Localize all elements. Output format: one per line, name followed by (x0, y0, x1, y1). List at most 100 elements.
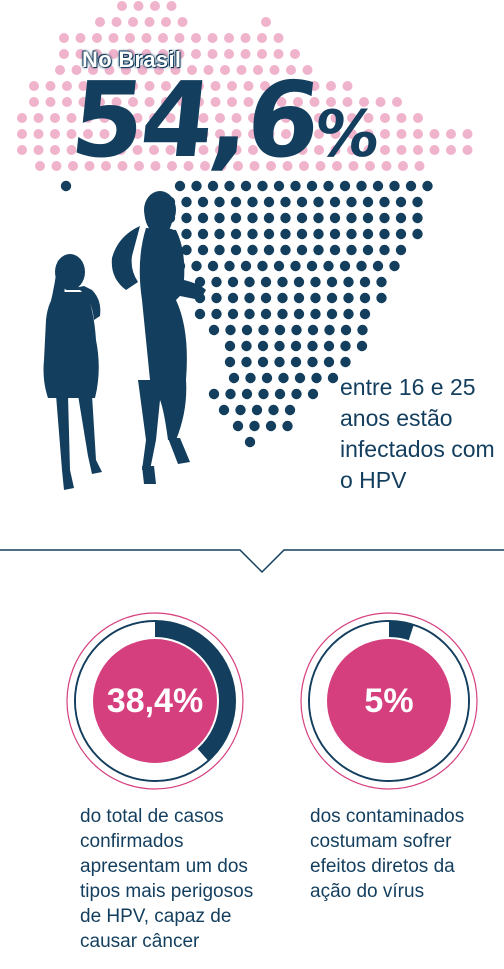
map-dot (134, 161, 144, 171)
map-dot (356, 340, 368, 352)
map-dot (177, 97, 188, 107)
map-dot (181, 228, 192, 240)
map-dot (150, 1, 160, 11)
map-dot (231, 145, 242, 155)
map-dot (293, 97, 303, 107)
map-dot (339, 260, 351, 272)
map-dot (324, 324, 335, 336)
map-dot (111, 97, 122, 107)
map-dot (150, 161, 161, 171)
map-dot (266, 161, 276, 171)
map-dot (277, 292, 288, 304)
map-dot (395, 244, 407, 256)
map-dot (380, 113, 390, 123)
map-dot (154, 65, 164, 75)
girl-silhouette (43, 254, 102, 490)
map-dot (215, 113, 225, 123)
map-dot (332, 161, 342, 171)
map-dot (198, 129, 209, 139)
map-dot (243, 81, 254, 91)
map-dot (290, 340, 302, 352)
map-dot (83, 129, 93, 139)
woman-silhouette (111, 191, 206, 484)
map-dot (329, 212, 341, 224)
map-dot (293, 81, 303, 91)
map-dot (211, 292, 222, 304)
map-dot (306, 260, 318, 272)
map-dot (277, 308, 288, 320)
map-dot (161, 17, 171, 27)
map-dot (244, 276, 255, 288)
map-dot (412, 228, 423, 240)
map-dot (359, 308, 371, 320)
map-dot (224, 180, 235, 192)
map-dot (117, 1, 127, 11)
map-dot (144, 81, 155, 91)
map-dot (297, 113, 308, 123)
map-dot (274, 356, 285, 368)
map-dot (224, 260, 235, 272)
map-dot (429, 129, 440, 139)
map-dot (363, 113, 374, 123)
map-dot (282, 420, 293, 432)
map-dot (263, 244, 275, 256)
map-dot (149, 145, 159, 155)
map-dot (396, 113, 407, 123)
map-dot (29, 97, 39, 107)
map-dot (362, 196, 374, 208)
map-dot (33, 113, 44, 123)
map-dot (99, 129, 110, 139)
map-dot (83, 113, 93, 123)
map-dot (55, 65, 65, 75)
map-dot (75, 49, 86, 59)
map-dot (248, 129, 258, 139)
map-dot (167, 161, 177, 171)
map-dot (191, 180, 202, 192)
map-dot (88, 65, 98, 75)
region-label: No Brasil (82, 47, 182, 72)
map-dot (244, 436, 256, 448)
map-dot (380, 129, 390, 139)
ring-progress-arc (75, 621, 235, 781)
stat-caption: dos contaminados costumam sofrer efeitos… (310, 806, 465, 902)
map-dot (258, 324, 269, 336)
map-dot (281, 145, 291, 155)
map-dot (50, 129, 60, 139)
map-dot (273, 33, 284, 43)
map-dot (241, 340, 252, 352)
map-dot (302, 65, 313, 75)
map-dot (326, 308, 338, 320)
map-dot (389, 180, 400, 192)
map-dot (263, 228, 275, 240)
map-dot (286, 65, 296, 75)
map-dot (269, 65, 280, 75)
map-dot (228, 372, 240, 384)
map-dot (248, 145, 258, 155)
map-dot (379, 196, 390, 208)
map-dot (181, 196, 192, 208)
map-dot (422, 180, 433, 192)
map-dot (17, 145, 27, 155)
map-dot (121, 65, 131, 75)
map-dot (379, 212, 390, 224)
map-dot (249, 420, 260, 432)
map-dot (280, 212, 291, 224)
map-dot (376, 276, 387, 288)
map-dot (278, 372, 289, 384)
map-dot (395, 212, 407, 224)
map-dot (263, 196, 275, 208)
map-dot (165, 113, 176, 123)
map-dot (198, 145, 209, 155)
map-dot (356, 180, 367, 192)
map-dot (230, 244, 242, 256)
map-dot (330, 129, 341, 139)
map-dot (149, 129, 159, 139)
map-dot (227, 276, 239, 288)
map-dot (35, 161, 45, 171)
map-dot (227, 292, 239, 304)
map-dot (95, 81, 105, 91)
map-dot (293, 308, 305, 320)
map-dot (274, 324, 286, 336)
map-dot (280, 228, 291, 240)
map-dot (197, 228, 209, 240)
